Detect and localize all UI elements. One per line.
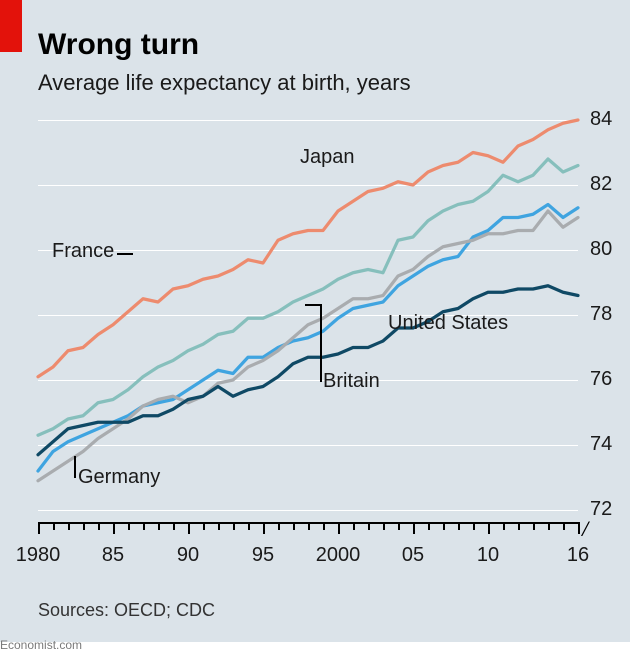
xtick bbox=[38, 522, 40, 534]
xtick bbox=[293, 522, 295, 530]
x-axis: 19808590952000051016 bbox=[38, 522, 578, 582]
xtick-label: 1980 bbox=[16, 544, 61, 567]
leader-france bbox=[117, 253, 133, 255]
series-france bbox=[38, 159, 578, 435]
xtick bbox=[98, 522, 100, 530]
xtick bbox=[128, 522, 130, 530]
ytick-label: 76 bbox=[590, 368, 630, 391]
ytick-label: 82 bbox=[590, 173, 630, 196]
xtick bbox=[323, 522, 325, 530]
xtick bbox=[53, 522, 55, 530]
leader-britain-v bbox=[320, 304, 322, 382]
xtick bbox=[428, 522, 430, 530]
xtick bbox=[443, 522, 445, 530]
ytick-label: 74 bbox=[590, 433, 630, 456]
xtick bbox=[548, 522, 550, 530]
xtick bbox=[68, 522, 70, 530]
xtick bbox=[533, 522, 535, 530]
economist-red-tab bbox=[0, 0, 22, 52]
xtick bbox=[233, 522, 235, 530]
xtick-label: 2000 bbox=[316, 544, 361, 567]
xtick bbox=[503, 522, 505, 530]
plot-area: Japan France Germany Britain United Stat… bbox=[38, 120, 578, 510]
xtick bbox=[563, 522, 565, 530]
series-britain bbox=[38, 205, 578, 472]
chart-panel: Wrong turn Average life expectancy at bi… bbox=[0, 0, 630, 642]
xtick bbox=[488, 522, 490, 534]
xtick bbox=[218, 522, 220, 530]
series-label-us: United States bbox=[388, 312, 508, 335]
xtick bbox=[248, 522, 250, 530]
xtick bbox=[383, 522, 385, 530]
xtick-label: 90 bbox=[177, 544, 199, 567]
xtick bbox=[518, 522, 520, 530]
series-label-japan: Japan bbox=[300, 146, 355, 169]
credit-text: Economist.com bbox=[0, 638, 82, 652]
series-label-germany: Germany bbox=[78, 466, 160, 489]
xtick bbox=[143, 522, 145, 530]
xtick-label: 85 bbox=[102, 544, 124, 567]
xtick bbox=[173, 522, 175, 530]
xtick bbox=[263, 522, 265, 534]
xtick-label: 10 bbox=[477, 544, 499, 567]
xtick bbox=[368, 522, 370, 530]
xtick bbox=[353, 522, 355, 530]
xtick bbox=[578, 522, 580, 534]
series-label-britain: Britain bbox=[323, 370, 380, 393]
xtick-label: 05 bbox=[402, 544, 424, 567]
sources-text: Sources: OECD; CDC bbox=[38, 600, 215, 621]
xtick bbox=[158, 522, 160, 530]
ytick-label: 72 bbox=[590, 498, 630, 521]
ytick-label: 78 bbox=[590, 303, 630, 326]
xtick bbox=[203, 522, 205, 530]
xtick bbox=[398, 522, 400, 530]
xtick bbox=[113, 522, 115, 534]
series-label-france: France bbox=[52, 240, 114, 263]
xtick bbox=[83, 522, 85, 530]
xtick bbox=[308, 522, 310, 530]
xtick bbox=[413, 522, 415, 534]
chart-subtitle: Average life expectancy at birth, years bbox=[38, 70, 411, 96]
leader-germany-v bbox=[74, 456, 76, 478]
xtick bbox=[188, 522, 190, 534]
series-germany bbox=[38, 211, 578, 481]
xtick-label: 16 bbox=[567, 544, 589, 567]
leader-britain-h bbox=[305, 304, 320, 306]
xtick bbox=[473, 522, 475, 530]
ytick-label: 80 bbox=[590, 238, 630, 261]
gridline bbox=[38, 510, 578, 511]
chart-title: Wrong turn bbox=[38, 28, 199, 62]
ytick-label: 84 bbox=[590, 108, 630, 131]
xtick bbox=[278, 522, 280, 530]
xtick bbox=[338, 522, 340, 534]
xtick-label: 95 bbox=[252, 544, 274, 567]
xtick bbox=[458, 522, 460, 530]
